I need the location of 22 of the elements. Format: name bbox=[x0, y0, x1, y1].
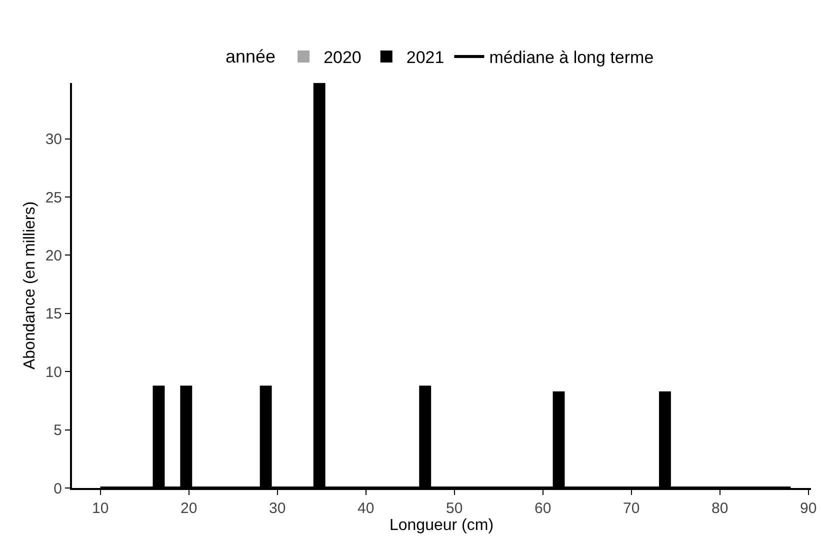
x-tick-label: 70 bbox=[622, 500, 640, 517]
y-tick-label: 20 bbox=[45, 247, 62, 264]
y-tick-label: 5 bbox=[54, 422, 62, 440]
legend-label: 2021 bbox=[406, 48, 444, 68]
x-tick-label: 50 bbox=[446, 500, 463, 517]
y-tick-label: 15 bbox=[45, 306, 62, 323]
y-tick-label: 25 bbox=[45, 189, 62, 206]
y-tick-label: 30 bbox=[45, 131, 62, 148]
x-tick-label: 20 bbox=[180, 500, 198, 517]
x-axis-title: Longueur (cm) bbox=[389, 517, 494, 534]
x-tick-label: 10 bbox=[92, 500, 109, 517]
y-tick-label: 0 bbox=[54, 480, 62, 498]
x-tick-label: 90 bbox=[800, 500, 817, 517]
y-axis-title: Abondance (en milliers) bbox=[22, 201, 39, 370]
x-tick-label: 60 bbox=[534, 500, 552, 517]
legend-label: médiane à long terme bbox=[489, 48, 654, 68]
x-tick-label: 30 bbox=[268, 500, 286, 517]
y-tick-label: 10 bbox=[45, 364, 62, 381]
x-tick-label: 40 bbox=[357, 500, 374, 517]
legend-title: année bbox=[226, 46, 276, 66]
x-tick-label: 80 bbox=[711, 500, 728, 517]
legend-label: 2020 bbox=[324, 48, 362, 68]
